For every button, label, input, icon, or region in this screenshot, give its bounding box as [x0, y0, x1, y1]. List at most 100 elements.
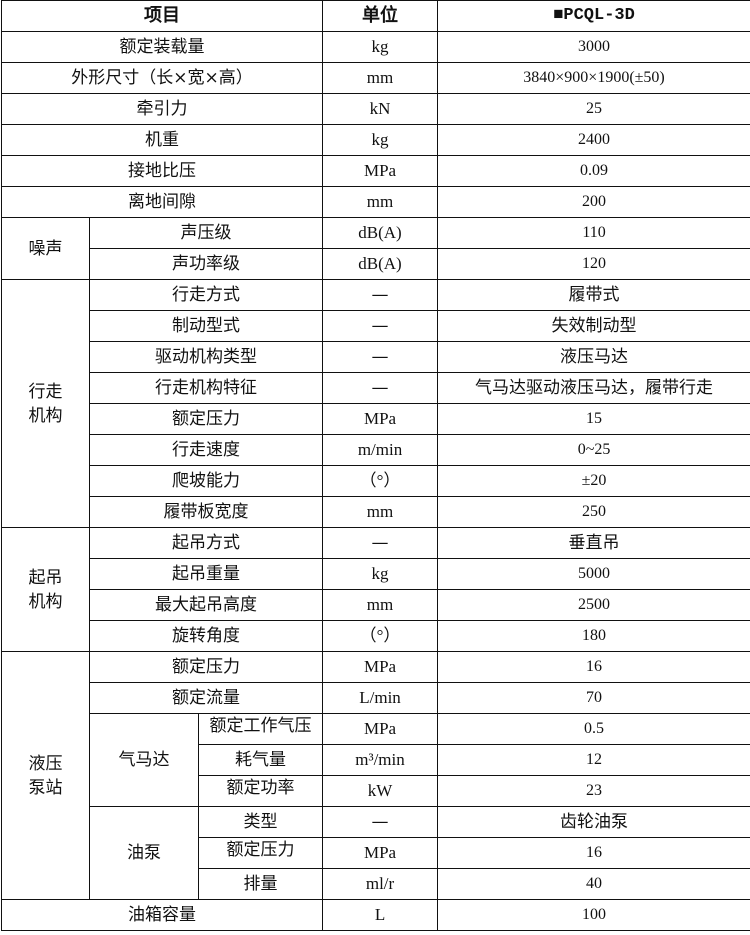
value-cell: 120 [437, 248, 750, 280]
table-row: 额定装载量 kg 3000 [0, 31, 750, 63]
value-cell: 2400 [437, 124, 750, 156]
header-row: 项目 单位 ■PCQL-3D [0, 0, 750, 32]
unit-cell: L/min [322, 682, 439, 714]
unit-cell: m³/min [322, 744, 439, 776]
item-label-text: 额定压力 [226, 840, 295, 860]
item-label: 制动型式 [88, 310, 324, 342]
table-row: 排量 ml/r 40 [2, 868, 750, 900]
unit-cell: — [322, 310, 439, 342]
value-cell: 25 [437, 93, 750, 125]
value-cell: 3000 [437, 31, 750, 63]
subgroup-label: 油泵 [89, 806, 199, 900]
item-label: 额定压力 [88, 651, 324, 683]
unit-cell: — [322, 806, 439, 838]
subgroup-label: 气马达 [89, 713, 199, 807]
value-cell: 110 [437, 217, 750, 249]
unit-cell: kg [322, 124, 439, 156]
item-label: 类型 [197, 806, 324, 838]
value-cell: 垂直吊 [437, 527, 750, 559]
item-label: 额定功率 [197, 775, 324, 807]
table-row: 制动型式 — 失效制动型 [2, 310, 750, 342]
header-item: 项目 [0, 0, 324, 32]
item-label: 额定压力 [197, 837, 324, 869]
table-row: 额定压力 MPa 15 [2, 403, 750, 435]
header-model: ■PCQL-3D [437, 0, 750, 32]
unit-cell: L [322, 899, 439, 931]
table-row: 噪声 声压级 dB(A) 110 [1, 217, 750, 280]
item-label: 履带板宽度 [88, 496, 324, 528]
value-cell: 40 [437, 868, 750, 900]
unit-cell: MPa [322, 713, 439, 745]
table-row: 离地间隙 mm 200 [0, 186, 750, 218]
item-label-text: 额定工作气压 [209, 716, 312, 736]
value-cell: 2500 [437, 589, 750, 621]
value-cell: 3840×900×1900(±50) [437, 62, 750, 94]
table-row: 牵引力 kN 25 [0, 93, 750, 125]
unit-cell: MPa [322, 651, 439, 683]
table-row: 起吊重量 kg 5000 [2, 558, 750, 590]
table-row: 机重 kg 2400 [0, 124, 750, 156]
value-cell: 气马达驱动液压马达，履带行走 [437, 372, 750, 404]
table-row: 行走机构 行走方式 — 履带式 [1, 279, 750, 528]
unit-cell: kg [322, 558, 439, 590]
value-cell: 0.09 [437, 155, 750, 187]
item-label: 额定流量 [88, 682, 324, 714]
unit-cell: MPa [322, 155, 439, 187]
unit-cell: （°） [322, 465, 439, 497]
value-cell: 12 [437, 744, 750, 776]
unit-cell: mm [322, 496, 439, 528]
item-label: 耗气量 [197, 744, 324, 776]
unit-cell: m/min [322, 434, 439, 466]
item-label: 行走机构特征 [88, 372, 324, 404]
unit-cell: mm [322, 589, 439, 621]
table-row: 油泵 类型 — 齿轮油泵 [2, 806, 750, 900]
table-row: 行走机构特征 — 气马达驱动液压马达，履带行走 [2, 372, 750, 404]
unit-cell: — [322, 279, 439, 311]
table-row: 声功率级 dB(A) 120 [2, 248, 750, 280]
table-row: 液压泵站 额定压力 MPa 16 [1, 651, 750, 900]
unit-cell: MPa [322, 837, 439, 869]
group-label: 液压泵站 [1, 651, 90, 900]
unit-cell: — [322, 527, 439, 559]
value-cell: 100 [437, 899, 750, 931]
value-cell: 23 [437, 775, 750, 807]
table-row: 气马达 额定工作气压 MPa 0.5 [2, 713, 750, 807]
unit-cell: （°） [322, 620, 439, 652]
item-label: 行走方式 [88, 279, 324, 311]
unit-cell: — [322, 372, 439, 404]
table-row: 最大起吊高度 mm 2500 [2, 589, 750, 621]
unit-cell: mm [322, 62, 439, 94]
group-label: 噪声 [1, 217, 90, 280]
value-cell: 16 [437, 837, 750, 869]
item-label: 接地比压 [0, 155, 324, 187]
unit-cell: mm [322, 186, 439, 218]
unit-cell: ml/r [322, 868, 439, 900]
item-label: 爬坡能力 [88, 465, 324, 497]
unit-cell: MPa [322, 403, 439, 435]
item-label-text: 额定功率 [226, 778, 295, 798]
table-row: 起吊机构 起吊方式 — 垂直吊 [1, 527, 750, 652]
group-label: 起吊机构 [1, 527, 90, 652]
table-row: 额定流量 L/min 70 [2, 682, 750, 714]
item-label: 起吊方式 [88, 527, 324, 559]
item-label: 牵引力 [0, 93, 324, 125]
item-label: 额定装载量 [0, 31, 324, 63]
table-row: 爬坡能力 （°） ±20 [2, 465, 750, 497]
table-row: 额定压力 MPa 16 [2, 837, 750, 869]
item-label: 离地间隙 [0, 186, 324, 218]
item-label: 油箱容量 [0, 899, 324, 931]
value-cell: 液压马达 [437, 341, 750, 373]
unit-cell: kW [322, 775, 439, 807]
header-unit: 单位 [322, 0, 439, 32]
item-label: 外形尺寸（长×宽×高） [0, 62, 324, 94]
value-cell: 履带式 [437, 279, 750, 311]
item-label: 行走速度 [88, 434, 324, 466]
value-cell: 0~25 [437, 434, 750, 466]
item-label: 额定工作气压 [197, 713, 324, 745]
item-label: 机重 [0, 124, 324, 156]
value-cell: 16 [437, 651, 750, 683]
item-label: 最大起吊高度 [88, 589, 324, 621]
value-cell: ±20 [437, 465, 750, 497]
value-cell: 齿轮油泵 [437, 806, 750, 838]
